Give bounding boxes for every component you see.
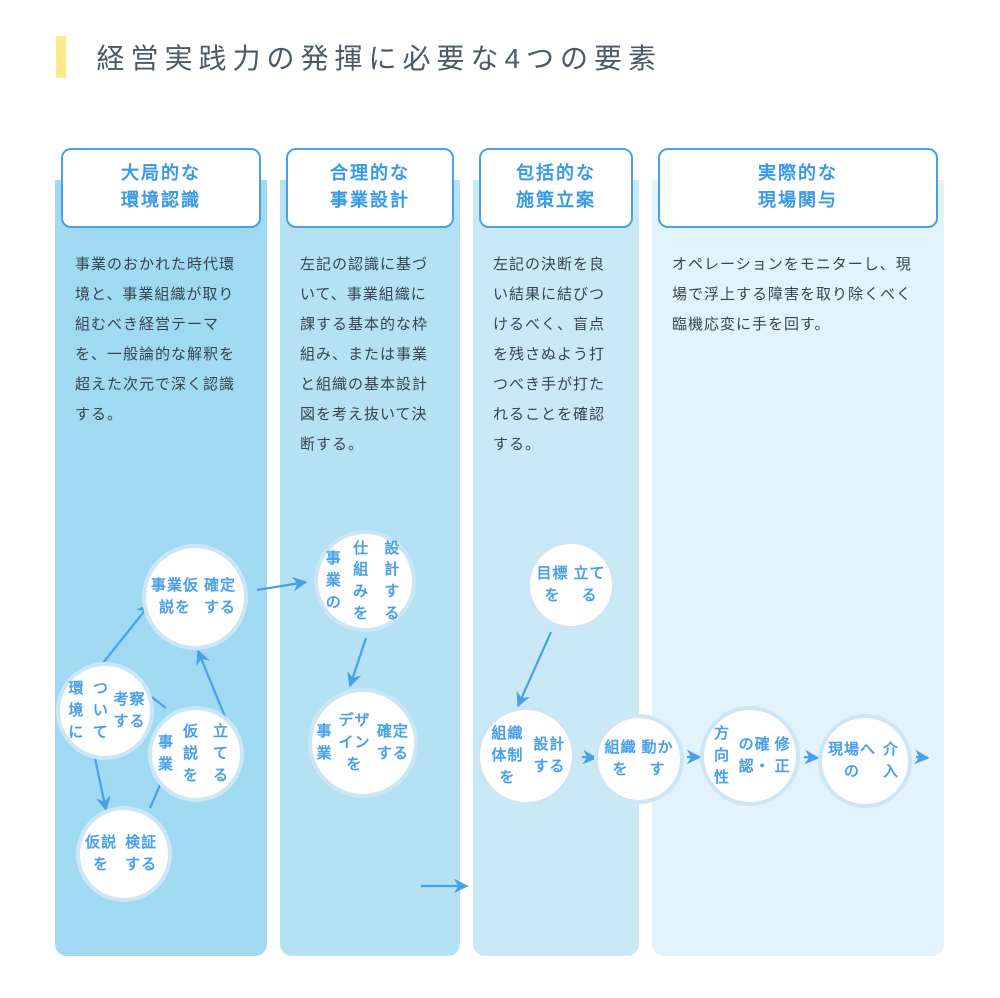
column-1-desc: 事業のおかれた時代環境と、事業組織が取り組むべき経営テーマを、一般論的な解釈を超… [75,250,247,430]
column-2-desc: 左記の認識に基づいて、事業組織に課する基本的な枠組み、または事業と組織の基本設計… [300,250,440,460]
page-title: 経営実践力の発揮に必要な4つの要素 [96,37,662,77]
node-n_org: 組織体制を設計する [476,706,576,806]
column-1-header-l1: 大局的な [121,163,201,183]
accent-bar [56,36,66,78]
node-n_move: 組織を動かす [594,714,684,804]
column-2-header-l2: 事業設計 [330,190,410,210]
node-n_verify: 仮説を検証する [76,806,172,902]
column-3-header-l2: 施策立案 [516,190,596,210]
column-1-header: 大局的な 環境認識 [61,148,261,228]
node-n_field: 現場への介入 [818,714,912,808]
column-2-header: 合理的な 事業設計 [286,148,454,228]
column-4: 実際的な 現場関与 オペレーションをモニターし、現場で浮上する障害を取り除くべく… [652,180,944,956]
node-n_goal: 目標を立てる [526,540,616,630]
column-3-header: 包括的な 施策立案 [479,148,633,228]
column-4-desc: オペレーションをモニターし、現場で浮上する障害を取り除くべく臨機応変に手を回す。 [672,250,924,340]
page-title-wrap: 経営実践力の発揮に必要な4つの要素 [56,36,662,78]
column-4-header: 実際的な 現場関与 [658,148,938,228]
column-3-header-l1: 包括的な [516,163,596,183]
node-n_hypo: 事業仮説を立てる [148,706,244,802]
column-1-header-l2: 環境認識 [121,190,201,210]
node-n_design: 事業デザインを確定する [308,688,418,798]
column-4-header-l2: 現場関与 [758,190,838,210]
column-4-header-l1: 実際的な [758,163,838,183]
node-n_dir: 方向性の確認・修正 [700,706,800,806]
column-3-desc: 左記の決断を良い結果に結びつけるべく、盲点を残さぬよう打つべき手が打たれることを… [493,250,619,460]
node-n_env: 環境について考察する [56,662,154,760]
column-2-header-l1: 合理的な [330,163,410,183]
node-n_mech: 事業の仕組みを設計する [314,530,416,632]
node-n_fix: 事業仮説を確定する [142,544,248,650]
